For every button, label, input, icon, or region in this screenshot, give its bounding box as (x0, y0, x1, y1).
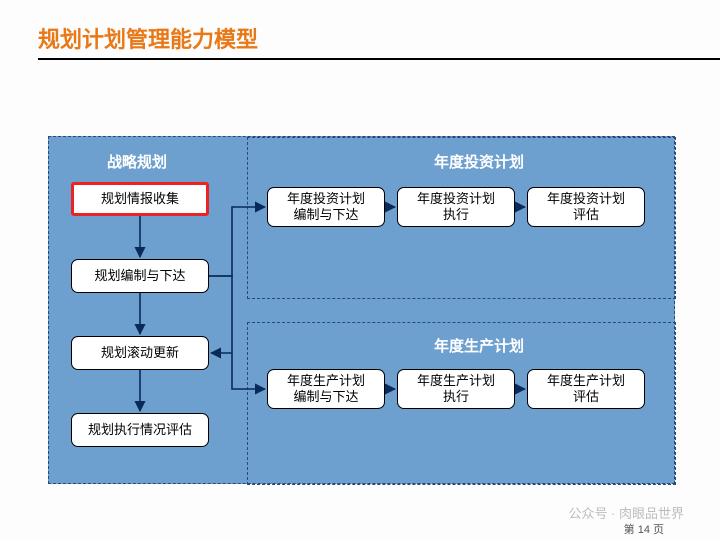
page-title: 规划计划管理能力模型 (38, 22, 258, 54)
node-s3: 规划滚动更新 (71, 336, 209, 370)
node-s4: 规划执行情况评估 (71, 413, 209, 447)
investment-section-label: 年度投资计划 (434, 151, 524, 172)
diagram-container: 战略规划 年度投资计划 年度生产计划 规划情报收集规划编制与下达规划滚动更新规划… (48, 136, 675, 484)
node-p1: 年度生产计划编制与下达 (267, 369, 385, 409)
watermark-text: 公众号 · 肉眼品世界 (568, 503, 684, 522)
node-s2: 规划编制与下达 (71, 259, 209, 293)
node-i3: 年度投资计划评估 (527, 187, 645, 227)
node-p3: 年度生产计划评估 (527, 369, 645, 409)
title-underline (38, 58, 720, 60)
page-number: 第 14 页 (624, 521, 664, 537)
production-section-label: 年度生产计划 (434, 335, 524, 356)
node-i2: 年度投资计划执行 (397, 187, 515, 227)
node-s1: 规划情报收集 (71, 182, 209, 216)
node-i1: 年度投资计划编制与下达 (267, 187, 385, 227)
node-p2: 年度生产计划执行 (397, 369, 515, 409)
strategy-section-label: 战略规划 (107, 151, 167, 172)
